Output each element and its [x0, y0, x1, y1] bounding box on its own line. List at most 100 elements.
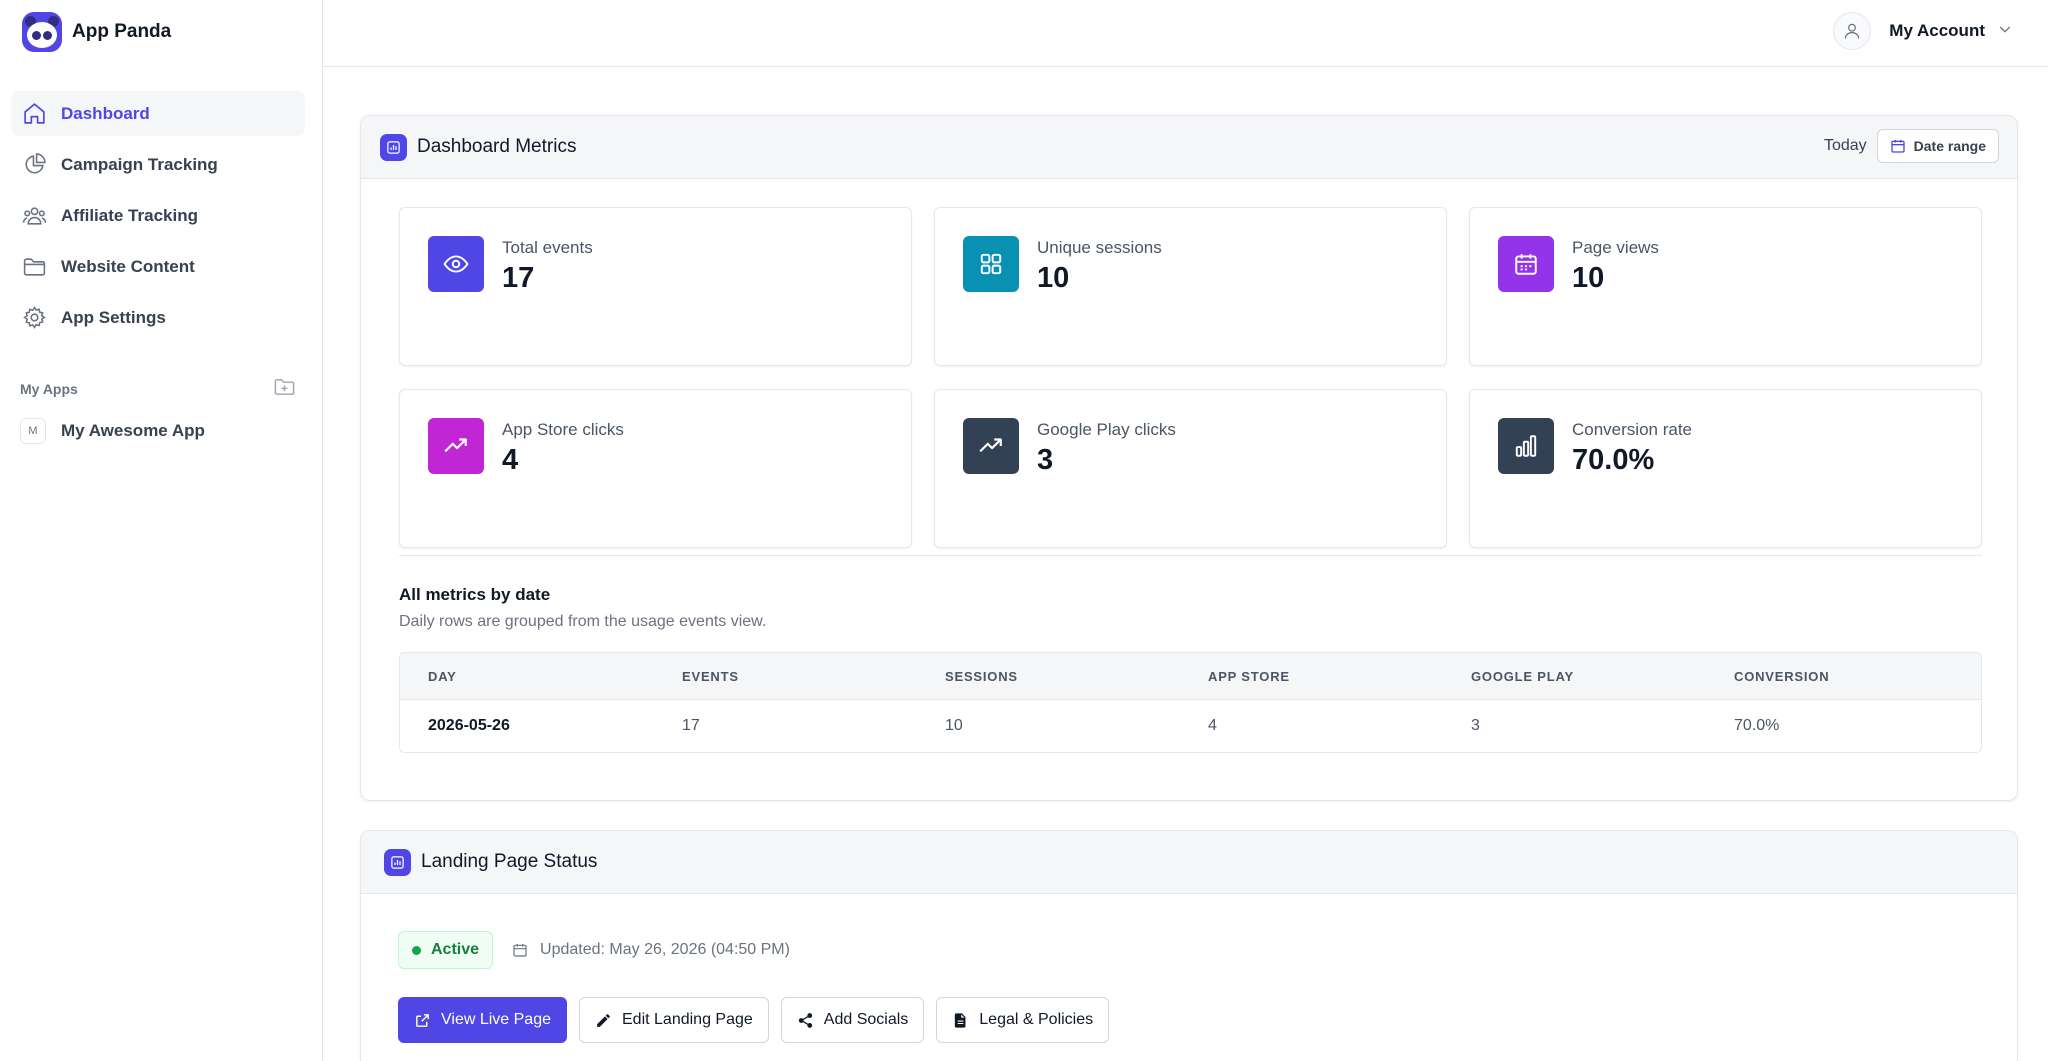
status-dot-icon: [412, 945, 421, 955]
my-apps-label: My Apps: [20, 381, 78, 397]
table-cell: 3: [1471, 717, 1480, 734]
sidebar-item-dashboard[interactable]: Dashboard: [11, 91, 305, 136]
sidebar-item-affiliate-tracking[interactable]: Affiliate Tracking: [11, 193, 305, 238]
button-label: Edit Landing Page: [622, 1011, 753, 1028]
metric-page-views: Page views 10: [1469, 207, 1982, 366]
panda-logo-icon: [22, 12, 62, 52]
document-icon: [955, 1012, 966, 1028]
account-label: My Account: [1889, 21, 1985, 40]
users-icon: [21, 203, 47, 229]
folder-icon: [21, 254, 47, 280]
status-row: Active Updated: May 26, 2026 (04:50 PM): [398, 931, 790, 969]
metric-value: 17: [502, 262, 535, 294]
chart-box-icon: [384, 848, 411, 876]
trending-up-icon: [963, 418, 1019, 474]
sidebar-item-app-settings[interactable]: App Settings: [11, 295, 305, 340]
gear-icon: [21, 305, 47, 331]
metric-value: 70.0%: [1572, 444, 1655, 476]
sidebar-item-label: Website Content: [61, 256, 195, 276]
metric-google-play-clicks: Google Play clicks 3: [934, 389, 1447, 548]
table-cell: 70.0%: [1734, 717, 1780, 734]
metric-unique-sessions: Unique sessions 10: [934, 207, 1447, 366]
legal-policies-button[interactable]: Legal & Policies: [936, 997, 1110, 1043]
column-header-google-play[interactable]: GOOGLE PLAY: [1471, 668, 1574, 684]
add-socials-button[interactable]: Add Socials: [780, 997, 925, 1043]
card-header: Dashboard Metrics Today Date range: [361, 116, 2017, 179]
calendar-icon: [1498, 236, 1554, 292]
app-name: My Awesome App: [61, 421, 205, 440]
metrics-table: DAY EVENTS SESSIONS APP STORE GOOGLE PLA…: [399, 652, 1982, 753]
app-item[interactable]: M My Awesome App: [20, 417, 205, 445]
column-header-events[interactable]: EVENTS: [682, 668, 739, 684]
metric-total-events: Total events 17: [399, 207, 912, 366]
table-cell: 2026-05-26: [428, 717, 510, 734]
today-label: Today: [1823, 137, 1867, 154]
sidebar-item-label: App Settings: [61, 307, 166, 327]
top-bar: My Account: [323, 0, 2048, 67]
column-header-app-store[interactable]: APP STORE: [1208, 668, 1290, 684]
user-icon: [1833, 12, 1872, 50]
my-apps-header: My Apps: [20, 375, 296, 403]
brand[interactable]: App Panda: [22, 12, 171, 52]
dashboard-metrics-card: Dashboard Metrics Today Date range Total…: [360, 115, 2018, 801]
updated-timestamp: Updated: May 26, 2026 (04:50 PM): [512, 941, 790, 959]
table-cell: 4: [1208, 717, 1217, 734]
card-title: Dashboard Metrics: [417, 136, 577, 157]
external-link-icon: [416, 1013, 429, 1027]
chevron-down-icon: [1997, 21, 2013, 42]
divider: [399, 555, 1982, 556]
sidebar-item-campaign-tracking[interactable]: Campaign Tracking: [11, 142, 305, 187]
section-subtitle: Daily rows are grouped from the usage ev…: [399, 613, 767, 630]
column-header-conversion[interactable]: CONVERSION: [1734, 668, 1830, 684]
status-badge: Active: [398, 931, 494, 969]
button-label: View Live Page: [441, 1011, 551, 1028]
share-icon: [798, 1012, 812, 1028]
calendar-icon: [1890, 140, 1905, 153]
landing-page-status-card: Landing Page Status Active Updated: May …: [360, 830, 2018, 1061]
table-row: 2026-05-26 17 10 4 3 70.0%: [400, 700, 1981, 752]
metric-label: Google Play clicks: [1037, 420, 1176, 439]
landing-actions: View Live Page Edit Landing Page Add Soc…: [398, 997, 1121, 1043]
metric-label: Conversion rate: [1572, 420, 1693, 439]
sidebar-nav: Dashboard Campaign Tracking Affiliate Tr…: [11, 91, 305, 346]
chart-box-icon: [380, 133, 407, 161]
sidebar-item-label: Campaign Tracking: [61, 154, 218, 174]
pie-chart-icon: [21, 152, 47, 178]
metric-label: Unique sessions: [1037, 238, 1162, 257]
calendar-icon: [513, 944, 527, 957]
sidebar-item-label: Dashboard: [61, 103, 150, 123]
view-live-page-button[interactable]: View Live Page: [398, 997, 567, 1043]
brand-name: App Panda: [72, 21, 172, 42]
metric-label: App Store clicks: [502, 420, 624, 439]
metric-app-store-clicks: App Store clicks 4: [399, 389, 912, 548]
account-menu[interactable]: My Account: [1833, 12, 2013, 50]
button-label: Add Socials: [823, 1011, 909, 1028]
eye-icon: [428, 236, 484, 292]
date-range-button[interactable]: Date range: [1876, 129, 1999, 163]
metric-value: 10: [1037, 262, 1070, 294]
table-cell: 10: [945, 717, 963, 734]
sidebar-item-label: Affiliate Tracking: [61, 205, 198, 225]
sidebar: App Panda Dashboard Campaign Tracking Af…: [0, 0, 323, 1061]
bar-chart-icon: [1498, 418, 1554, 474]
trending-up-icon: [428, 418, 484, 474]
card-title: Landing Page Status: [421, 851, 598, 872]
table-cell: 17: [682, 717, 700, 734]
section-title: All metrics by date: [399, 585, 551, 604]
status-label: Active: [431, 941, 480, 958]
card-header: Landing Page Status: [361, 831, 2017, 894]
column-header-day[interactable]: DAY: [428, 668, 457, 684]
column-header-sessions[interactable]: SESSIONS: [945, 668, 1018, 684]
metric-label: Page views: [1572, 238, 1659, 257]
folder-add-icon[interactable]: [273, 375, 296, 403]
date-range-label: Date range: [1913, 138, 1986, 154]
grid-icon: [963, 236, 1019, 292]
edit-landing-page-button[interactable]: Edit Landing Page: [579, 997, 769, 1043]
sidebar-item-website-content[interactable]: Website Content: [11, 244, 305, 289]
metric-value: 10: [1572, 262, 1605, 294]
app-initial-avatar: M: [20, 418, 46, 444]
metric-label: Total events: [502, 238, 593, 257]
metric-value: 3: [1037, 444, 1054, 476]
updated-label: Updated: May 26, 2026 (04:50 PM): [540, 941, 790, 958]
pencil-icon: [597, 1013, 610, 1027]
